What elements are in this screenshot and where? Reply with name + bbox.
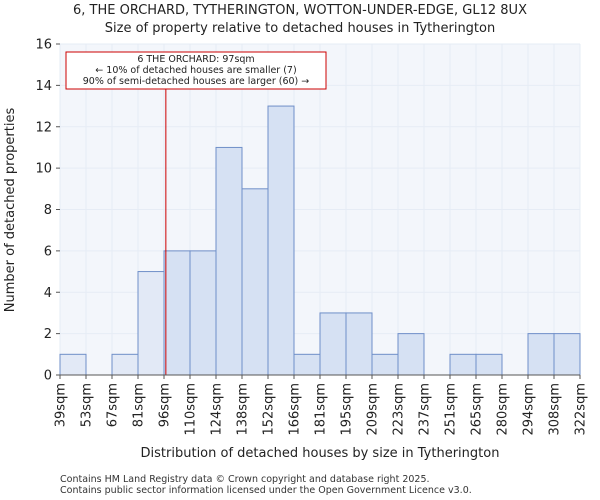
chart-title: 6, THE ORCHARD, TYTHERINGTON, WOTTON-UND… bbox=[73, 3, 527, 18]
y-tick-label: 14 bbox=[35, 79, 52, 94]
bar-96sqm bbox=[163, 250, 191, 376]
y-axis-label: Number of detached properties bbox=[3, 108, 18, 313]
x-tick-label: 209sqm bbox=[366, 383, 381, 436]
annotation-line-3: 90% of semi-detached houses are larger (… bbox=[83, 76, 310, 87]
x-tick-label: 181sqm bbox=[314, 383, 329, 436]
x-tick-label: 237sqm bbox=[418, 383, 433, 436]
x-tick-label: 67sqm bbox=[106, 383, 121, 427]
x-tick-label: 280sqm bbox=[496, 383, 511, 436]
bar-39sqm bbox=[59, 353, 87, 376]
x-tick-label: 96sqm bbox=[158, 383, 173, 427]
bar-181sqm bbox=[319, 312, 347, 376]
bar-195sqm bbox=[345, 312, 373, 376]
bar-124sqm bbox=[215, 146, 243, 376]
x-tick-label: 223sqm bbox=[392, 383, 407, 436]
y-tick-label: 10 bbox=[35, 162, 52, 177]
bar-308sqm bbox=[553, 333, 581, 376]
bar-110sqm bbox=[189, 250, 217, 376]
bar-251sqm bbox=[449, 353, 477, 376]
bar-265sqm bbox=[475, 353, 503, 376]
annotation-line-2: ← 10% of detached houses are smaller (7) bbox=[95, 65, 296, 76]
y-ticks: 0 2 4 6 8 10 12 14 16 bbox=[35, 38, 60, 384]
y-tick-label: 0 bbox=[44, 369, 52, 384]
bar-223sqm bbox=[397, 333, 425, 376]
bar-67sqm bbox=[111, 353, 139, 376]
y-tick-label: 12 bbox=[35, 120, 52, 135]
x-tick-label: 39sqm bbox=[54, 383, 69, 427]
bar-152sqm bbox=[267, 105, 295, 376]
y-tick-label: 2 bbox=[44, 327, 52, 342]
x-tick-label: 322sqm bbox=[574, 383, 589, 436]
marker-annotation: 6 THE ORCHARD: 97sqm ← 10% of detached h… bbox=[65, 51, 327, 90]
bar-166sqm bbox=[293, 353, 321, 376]
y-tick-label: 16 bbox=[35, 38, 52, 53]
annotation-line-1: 6 THE ORCHARD: 97sqm bbox=[137, 54, 254, 65]
bar-81sqm bbox=[137, 271, 165, 376]
x-tick-label: 81sqm bbox=[132, 383, 147, 427]
bar-138sqm bbox=[241, 188, 269, 376]
y-tick-label: 8 bbox=[44, 203, 52, 218]
y-tick-label: 4 bbox=[44, 286, 52, 301]
y-tick-label: 6 bbox=[44, 244, 52, 259]
x-tick-label: 110sqm bbox=[184, 383, 199, 436]
x-axis-label: Distribution of detached houses by size … bbox=[141, 446, 500, 461]
x-tick-label: 138sqm bbox=[236, 383, 251, 436]
x-tick-label: 294sqm bbox=[522, 383, 537, 436]
bars bbox=[59, 105, 581, 376]
x-tick-label: 152sqm bbox=[262, 383, 277, 436]
x-tick-label: 195sqm bbox=[340, 383, 355, 436]
footer-line-2: Contains public sector information licen… bbox=[60, 485, 472, 496]
x-ticks: 39sqm 53sqm 67sqm 81sqm 96sqm 110sqm 124sqm 138… bbox=[54, 375, 589, 436]
bar-209sqm bbox=[371, 353, 399, 376]
x-tick-label: 308sqm bbox=[548, 383, 563, 436]
x-tick-label: 265sqm bbox=[470, 383, 485, 436]
x-tick-label: 53sqm bbox=[80, 383, 95, 427]
annotation-box bbox=[65, 51, 327, 90]
x-tick-label: 251sqm bbox=[444, 383, 459, 436]
x-tick-label: 166sqm bbox=[288, 383, 303, 436]
x-tick-label: 124sqm bbox=[210, 383, 225, 436]
bar-294sqm bbox=[527, 333, 555, 376]
chart-subtitle: Size of property relative to detached ho… bbox=[105, 21, 495, 36]
footer-line-1: Contains HM Land Registry data © Crown c… bbox=[60, 474, 430, 485]
